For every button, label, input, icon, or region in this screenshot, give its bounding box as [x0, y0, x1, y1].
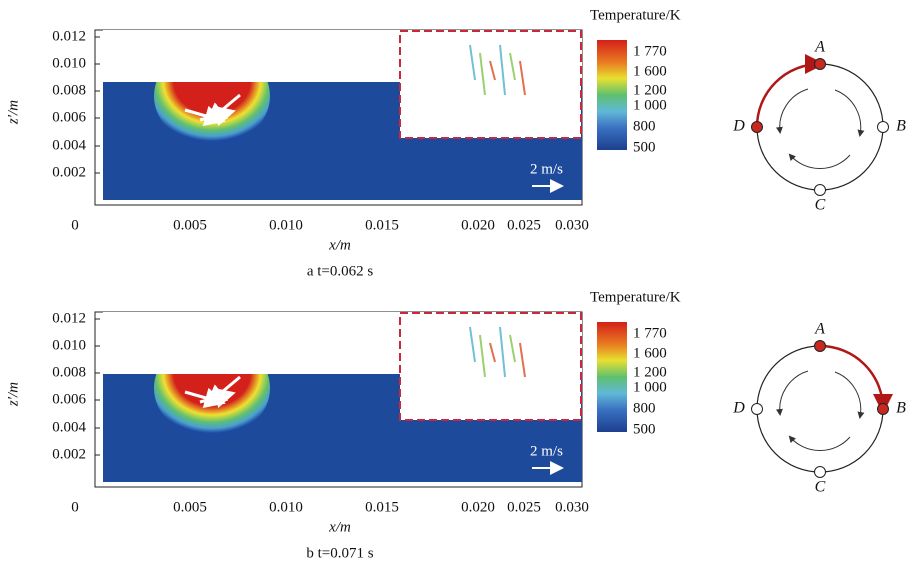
x-tick-label: 0.015 — [365, 499, 399, 515]
cycle-label: C — [815, 479, 826, 496]
cycle-node — [751, 403, 763, 415]
x-tick-label: 0.005 — [173, 217, 207, 233]
panel: 2 m/s 0.012 0.010 0.008 0.006 0.004 0.002 z′/m 0… — [5, 289, 906, 561]
y-tick-label: 0.004 — [52, 419, 86, 435]
cycle-label: D — [732, 400, 745, 417]
caption: a t=0.062 s — [307, 263, 374, 279]
cycle-node — [814, 340, 826, 352]
y-axis-label: z′/m — [5, 382, 21, 407]
colorbar-label: 1 000 — [633, 97, 667, 113]
cycle-label: A — [814, 39, 825, 56]
y-tick-label: 0.012 — [52, 310, 86, 326]
colorbar-label: 1 600 — [633, 63, 667, 79]
flow-arrow — [199, 387, 236, 409]
x-tick-label: 0 — [71, 217, 79, 233]
vector — [519, 60, 526, 96]
x-tick-label: 0.025 — [507, 217, 541, 233]
y-tick-label: 0.006 — [52, 109, 86, 125]
vector — [489, 342, 496, 363]
vector — [499, 326, 506, 378]
vector — [479, 334, 486, 378]
inner-arc — [834, 371, 865, 419]
y-tick-label: 0.010 — [52, 337, 86, 353]
panel: 2 m/s 0.012 0.010 0.008 0.006 0.004 0.002 z′/m 0… — [5, 7, 906, 279]
colorbar-label: 1 200 — [633, 364, 667, 380]
zoom-window — [399, 30, 582, 139]
y-tick-label: 0.012 — [52, 28, 86, 44]
inner-arc — [834, 89, 865, 137]
x-tick-label: 0.020 — [461, 217, 495, 233]
cycle-label: B — [896, 118, 906, 135]
y-tick-label: 0.008 — [52, 82, 86, 98]
cycle-node — [814, 58, 826, 70]
inner-arc — [788, 153, 851, 169]
vector — [499, 44, 506, 96]
inner-arc — [788, 435, 851, 451]
vector — [489, 60, 496, 81]
vector — [469, 44, 476, 81]
y-tick-label: 0.008 — [52, 364, 86, 380]
cycle-node — [751, 121, 763, 133]
y-axis-label: z′/m — [5, 100, 21, 125]
y-tick-label: 0.004 — [52, 137, 86, 153]
active-arc — [755, 54, 825, 128]
cycle-node — [814, 466, 826, 478]
vector — [509, 52, 516, 81]
x-tick-label: 0 — [71, 499, 79, 515]
cycle-node — [814, 184, 826, 196]
vector — [519, 342, 526, 378]
flow-arrow — [199, 105, 236, 127]
colorbar-label: 800 — [633, 400, 656, 416]
colorbar-label: 1 000 — [633, 379, 667, 395]
vector — [509, 334, 516, 363]
cycle-node — [877, 121, 889, 133]
x-tick-label: 0.005 — [173, 499, 207, 515]
cycle-node — [877, 403, 889, 415]
x-tick-label: 0.020 — [461, 499, 495, 515]
colorbar — [597, 40, 627, 150]
colorbar-label: 500 — [633, 139, 656, 155]
zoom-window — [399, 312, 582, 421]
cycle-label: B — [896, 400, 906, 417]
x-tick-label: 0.010 — [269, 499, 303, 515]
velocity-scale: 2 m/s — [530, 161, 563, 177]
x-axis-label: x/m — [328, 519, 351, 535]
x-tick-label: 0.025 — [507, 499, 541, 515]
colorbar-label: 1 770 — [633, 325, 667, 341]
active-arc — [819, 344, 893, 414]
cycle-label: C — [815, 197, 826, 214]
colorbar — [597, 322, 627, 432]
y-tick-label: 0.002 — [52, 164, 86, 180]
colorbar-label: 1 200 — [633, 82, 667, 98]
y-tick-label: 0.010 — [52, 55, 86, 71]
inner-arc — [775, 88, 809, 134]
inner-arc — [775, 370, 809, 416]
colorbar-label: 1 770 — [633, 43, 667, 59]
colorbar-title: Temperature/K — [590, 7, 681, 23]
colorbar-label: 500 — [633, 421, 656, 437]
vector — [479, 52, 486, 96]
colorbar-title: Temperature/K — [590, 289, 681, 305]
x-tick-label: 0.010 — [269, 217, 303, 233]
y-tick-label: 0.006 — [52, 391, 86, 407]
x-tick-label: 0.015 — [365, 217, 399, 233]
y-tick-label: 0.002 — [52, 446, 86, 462]
x-tick-label: 0.030 — [555, 499, 589, 515]
cycle-label: D — [732, 118, 745, 135]
x-tick-label: 0.030 — [555, 217, 589, 233]
velocity-scale: 2 m/s — [530, 443, 563, 459]
colorbar-label: 1 600 — [633, 345, 667, 361]
x-axis-label: x/m — [328, 237, 351, 253]
colorbar-label: 800 — [633, 118, 656, 134]
cycle-label: A — [814, 321, 825, 338]
vector — [469, 326, 476, 363]
caption: b t=0.071 s — [306, 545, 373, 561]
